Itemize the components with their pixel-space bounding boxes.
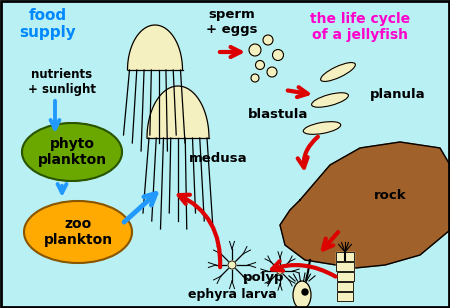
Text: medusa: medusa [189,152,248,165]
Circle shape [256,60,265,70]
Text: phyto
plankton: phyto plankton [37,137,107,167]
Bar [337,272,354,281]
Ellipse shape [303,122,341,134]
Bar [337,292,353,301]
Polygon shape [147,86,209,138]
Circle shape [267,67,277,77]
Circle shape [251,74,259,82]
Text: blastula: blastula [248,108,308,121]
Bar [337,292,353,301]
Text: polyp: polyp [243,271,285,285]
Text: sperm
+ eggs: sperm + eggs [206,8,258,36]
Bar [337,272,354,281]
Ellipse shape [293,281,311,308]
Bar [336,252,354,261]
Ellipse shape [22,123,122,181]
Circle shape [273,50,284,60]
Polygon shape [280,142,450,268]
Circle shape [249,44,261,56]
Ellipse shape [311,93,348,107]
Ellipse shape [24,201,132,263]
Circle shape [277,268,283,274]
Bar [337,282,353,291]
Text: the life cycle
of a jellyfish: the life cycle of a jellyfish [310,12,410,42]
Text: ephyra larva: ephyra larva [188,288,276,301]
Text: planula: planula [370,88,426,101]
Circle shape [228,261,236,269]
Text: rock: rock [374,188,406,201]
Circle shape [263,35,273,45]
Bar [336,262,354,271]
Text: nutrients
+ sunlight: nutrients + sunlight [28,68,96,96]
Text: food
supply: food supply [20,8,76,40]
Bar [336,262,354,271]
Bar [336,252,354,261]
Text: zoo
plankton: zoo plankton [44,217,112,247]
Bar [337,282,353,291]
Ellipse shape [320,63,356,81]
Circle shape [302,289,308,295]
Polygon shape [127,25,183,70]
